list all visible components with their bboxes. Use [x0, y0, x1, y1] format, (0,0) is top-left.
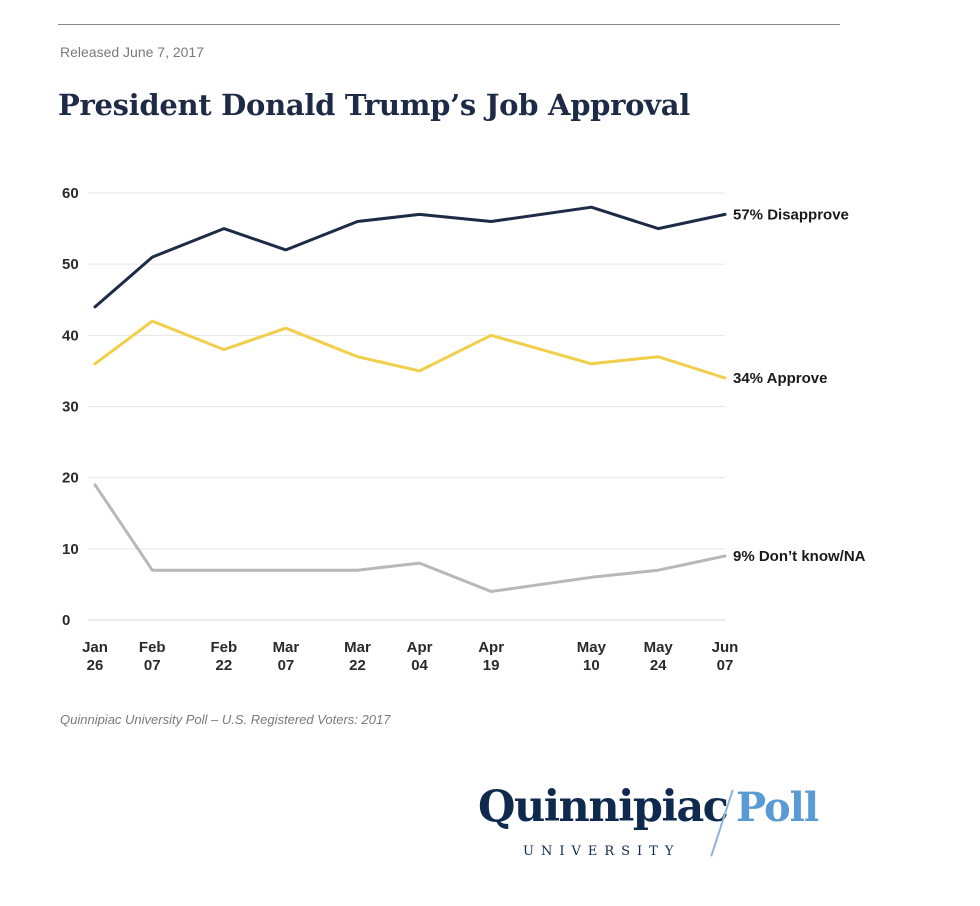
series-line-approve	[93, 319, 727, 380]
series-line-disapprove	[93, 205, 727, 309]
chart-title: President Donald Trump’s Job Approval	[58, 88, 690, 122]
release-date: Released June 7, 2017	[60, 44, 204, 60]
line-chart: 0 10 20 30 40 50 60 Jan 26 Feb 07 Feb 22 Mar 07 Mar 22 Ap…	[62, 185, 866, 674]
x-tick-label: Apr 19	[478, 639, 504, 674]
top-rule	[58, 24, 840, 25]
x-tick-label: May 24	[644, 639, 674, 674]
series-label-disapprove: 57% Disapprove	[733, 206, 849, 223]
quinnipiac-poll-logo: Quinnipiac Poll UNIVERSITY	[478, 782, 858, 872]
series-line-don-t-know-na	[93, 483, 727, 593]
series-label-approve: 34% Approve	[733, 370, 827, 387]
y-tick-label: 10	[62, 541, 79, 558]
source-note: Quinnipiac University Poll – U.S. Regist…	[60, 712, 391, 727]
y-tick-label: 30	[62, 399, 79, 416]
series-label-don-t-know-na: 9% Don’t know/NA	[733, 548, 866, 565]
y-tick-label: 40	[62, 327, 79, 344]
x-tick-label: Apr 04	[407, 639, 433, 674]
x-tick-label: May 10	[577, 639, 607, 674]
y-tick-label: 60	[62, 185, 79, 202]
x-tick-label: Mar 22	[344, 639, 371, 674]
x-tick-label: Jun 07	[712, 639, 739, 674]
x-tick-label: Jan 26	[82, 639, 108, 674]
x-tick-label: Feb 07	[139, 639, 166, 674]
y-tick-label: 50	[62, 256, 79, 273]
y-tick-label: 20	[62, 470, 79, 487]
logo-poll: Poll	[736, 784, 819, 831]
logo-university: UNIVERSITY	[523, 844, 681, 859]
x-tick-label: Feb 22	[211, 639, 238, 674]
y-tick-label: 0	[62, 612, 70, 629]
x-tick-label: Mar 07	[273, 639, 300, 674]
logo-wordmark: Quinnipiac	[478, 782, 729, 832]
